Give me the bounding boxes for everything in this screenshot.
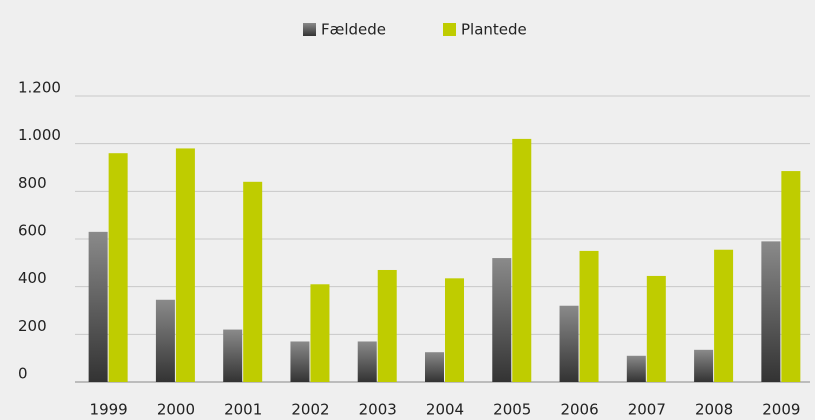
bar — [579, 250, 599, 382]
bar — [357, 341, 377, 382]
x-tick-label: 2002 — [291, 401, 329, 419]
bar — [559, 305, 579, 382]
legend-swatch — [443, 23, 456, 36]
bar — [646, 275, 666, 382]
bar — [425, 352, 444, 382]
y-tick-label: 800 — [18, 174, 47, 192]
bar — [175, 148, 195, 382]
bar — [223, 329, 243, 382]
bar — [290, 341, 310, 382]
x-tick-label: 2009 — [762, 401, 800, 419]
x-tick-label: 2001 — [224, 401, 262, 419]
x-tick-label: 2007 — [628, 401, 666, 419]
bar — [626, 355, 646, 382]
legend-swatch — [303, 23, 316, 36]
bar — [694, 349, 714, 382]
x-tick-label: 2006 — [560, 401, 598, 419]
bar — [377, 269, 397, 382]
bar — [492, 258, 512, 382]
bar — [155, 299, 175, 382]
x-tick-label: 2005 — [493, 401, 531, 419]
x-tick-label: 2004 — [426, 401, 464, 419]
bar — [761, 241, 781, 382]
y-tick-label: 1.000 — [18, 126, 61, 144]
bar — [445, 278, 464, 382]
y-tick-label: 600 — [18, 222, 47, 240]
legend-label: Plantede — [461, 21, 527, 39]
x-tick-label: 1999 — [90, 401, 128, 419]
bar — [310, 284, 330, 382]
bar — [512, 138, 532, 382]
x-tick-label: 2003 — [359, 401, 397, 419]
bar — [714, 249, 734, 382]
bar — [781, 171, 801, 382]
x-tick-label: 2000 — [157, 401, 195, 419]
legend-label: Fældede — [321, 21, 386, 39]
y-tick-label: 400 — [18, 269, 47, 287]
x-tick-label: 2008 — [695, 401, 733, 419]
y-tick-label: 0 — [18, 365, 28, 383]
bar — [108, 153, 128, 382]
y-tick-label: 200 — [18, 317, 47, 335]
bar — [88, 231, 108, 382]
bar — [243, 181, 263, 382]
y-tick-label: 1.200 — [18, 79, 61, 97]
